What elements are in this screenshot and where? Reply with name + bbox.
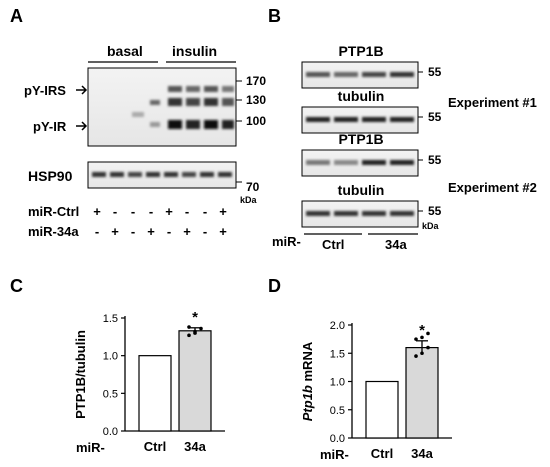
ytick-label: 2.0 [330,320,345,332]
data-point [414,354,418,358]
significance-star: * [192,309,198,326]
ytick-label: 0.5 [103,388,118,400]
ytick-label: 1.0 [330,377,345,389]
data-point [420,335,424,340]
unit-kda-a: kDa [240,195,258,205]
sign-34a-lane-5: - [167,224,171,239]
panel-d-label: D [268,276,281,296]
panel-c-label: C [10,276,23,296]
svg-text:130: 130 [246,93,266,107]
sign-ctrl-lane-3: - [131,204,135,219]
ytick-label: 1.5 [330,348,345,360]
bar-34a [178,330,212,432]
mir-label-c: miR- [76,440,105,455]
band-label-pY-IR: pY-IR [33,119,67,134]
sign-34a-lane-8: + [219,224,227,239]
category-label: Ctrl [371,446,393,461]
sign-ctrl-lane-1: + [93,204,101,219]
data-point [187,325,191,329]
sign-ctrl-lane-7: - [203,204,207,219]
blot-title-2: tubulin [338,88,385,104]
phospho-blot [87,67,237,147]
bar-Ctrl [365,380,399,439]
blot-marker-4: 55 [428,204,442,218]
data-point [426,331,430,336]
group-34a-b: 34a [385,237,407,252]
data-point [414,337,418,341]
experiment-1-label: Experiment #1 [448,95,537,110]
blot-title-3: PTP1B [338,131,383,147]
category-label: 34a [411,446,433,461]
mw-markers-a: 170 130 100 [236,74,266,128]
experiment-2-label: Experiment #2 [448,180,537,195]
sign-34a-lane-4: + [147,224,155,239]
bar-34a [405,347,439,439]
sign-row-mir-34a: - + - + - + - + [95,224,227,239]
mw-marker-70: 70 [246,180,260,194]
group-ctrl-b: Ctrl [322,237,344,252]
blot-marker-3: 55 [428,153,442,167]
blot-b-1: PTP1B 55 [301,43,442,89]
blot-title-1: PTP1B [338,43,383,59]
sign-34a-lane-6: + [183,224,191,239]
sign-ctrl-lane-2: - [113,204,117,219]
data-point [187,333,191,338]
blot-b-2: tubulin 55 [301,88,442,134]
panel-a-label: A [10,6,23,26]
blot-marker-1: 55 [428,65,442,79]
y-axis-label: Ptp1b mRNA [300,341,315,421]
arrow-pY-IRS [76,85,88,95]
data-point [426,345,430,350]
mir-label-d: miR- [320,447,349,462]
sign-34a-lane-3: - [131,224,135,239]
data-point [420,351,424,356]
ytick-label: 0.0 [330,433,345,445]
svg-text:170: 170 [246,74,266,88]
band-label-pY-IRS: pY-IRS [24,83,66,98]
bar-chart-c: 0.0 0.5 1.0 1.5 Ctrl 34a * PTP1B/tubulin [73,309,225,454]
ytick-label: 0.0 [103,426,118,438]
blot-b-4: tubulin 55 [301,182,442,228]
category-label: 34a [184,439,206,454]
loading-label-hsp90: HSP90 [28,168,73,184]
panel-b-label: B [268,6,281,26]
ytick-label: 1.0 [103,351,118,363]
row-label-mir-ctrl: miR-Ctrl [28,204,79,219]
blot-b-3: PTP1B 55 [301,131,442,177]
category-label: Ctrl [144,439,166,454]
sign-34a-lane-7: - [203,224,207,239]
sign-row-mir-ctrl: + - - - + - - + [93,204,227,219]
group-basal-label: basal [107,43,143,59]
row-label-mir-34a: miR-34a [28,224,79,239]
y-axis-label: PTP1B/tubulin [73,330,88,419]
group-insulin-label: insulin [172,43,217,59]
ytick-label: 1.5 [103,313,118,325]
arrow-pY-IR [76,121,88,131]
significance-star: * [419,322,425,339]
mir-label-b: miR- [272,234,301,249]
data-point [199,326,203,331]
hsp90-blot [87,161,237,189]
sign-ctrl-lane-4: - [149,204,153,219]
bar-Ctrl [138,355,172,432]
blot-title-4: tubulin [338,182,385,198]
data-point [193,331,197,335]
sign-ctrl-lane-8: + [219,204,227,219]
sign-34a-lane-2: + [111,224,119,239]
bar-chart-d: 0.0 0.5 1.0 1.5 2.0 Ctrl 34a * Ptp1b mRNA [300,320,452,461]
sign-34a-lane-1: - [95,224,99,239]
sign-ctrl-lane-6: - [185,204,189,219]
blot-marker-2: 55 [428,110,442,124]
ytick-label: 0.5 [330,405,345,417]
unit-kda-b: kDa [422,221,440,231]
sign-ctrl-lane-5: + [165,204,173,219]
svg-text:100: 100 [246,114,266,128]
